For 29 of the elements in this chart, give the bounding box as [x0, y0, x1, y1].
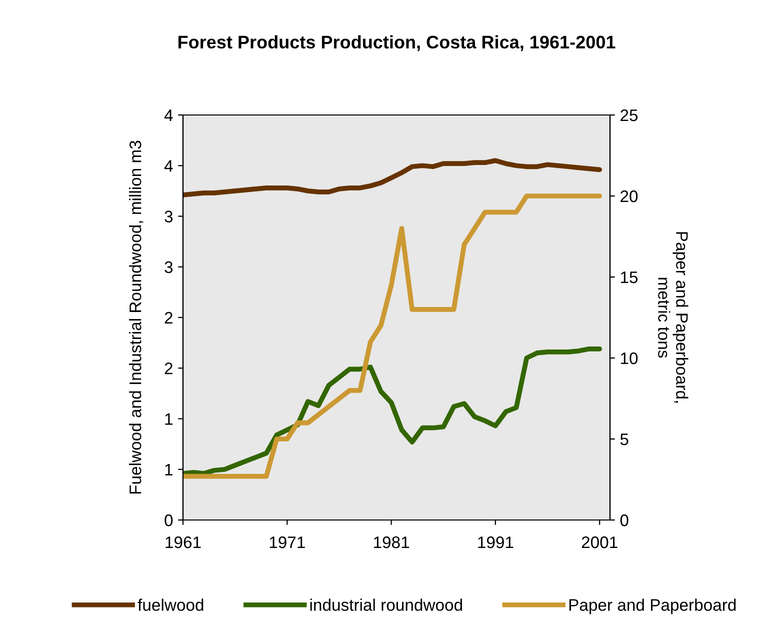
y-tick-label: 2	[164, 362, 172, 374]
line-series	[183, 194, 602, 479]
line-series	[183, 346, 602, 476]
y2-axis-title: Paper and Paperboard, metric tons	[658, 232, 688, 403]
legend-label: Paper and Paperboard	[569, 598, 736, 614]
y-tick-label: 3	[164, 210, 173, 222]
y-tick-label: 1	[165, 464, 172, 476]
y-tick-label: 0	[164, 514, 173, 526]
x-tick-label: 1961	[166, 536, 201, 548]
y2-tick-label: 15	[620, 272, 638, 284]
line-series	[183, 158, 602, 198]
y2-tick-label: 25	[620, 109, 638, 122]
x-tick-label: 2001	[582, 536, 618, 548]
y2-tick-label: 10	[620, 352, 638, 364]
y2-tick-label: 0	[620, 514, 628, 526]
y2-tick-label: 5	[620, 434, 628, 446]
legend-label: industrial roundwood	[310, 598, 462, 611]
x-tick-label: 1981	[374, 536, 410, 548]
x-tick-label: 1991	[478, 536, 514, 548]
y-tick-label: 3	[164, 261, 173, 274]
y-tick-label: 1	[165, 413, 172, 425]
y-tick-label: 4	[164, 160, 173, 172]
y2-tick-label: 20	[620, 190, 638, 202]
chart-title: Forest Products Production, Costa Rica, 1961-2001	[178, 35, 616, 52]
y-axis-title: Fuelwood and Industrial Roundwood, million m3	[129, 140, 144, 494]
legend-label: fuelwood	[138, 598, 204, 611]
y-tick-label: 4	[164, 110, 173, 122]
y-tick-label: 2	[164, 312, 172, 324]
x-tick-label: 1971	[270, 536, 305, 548]
